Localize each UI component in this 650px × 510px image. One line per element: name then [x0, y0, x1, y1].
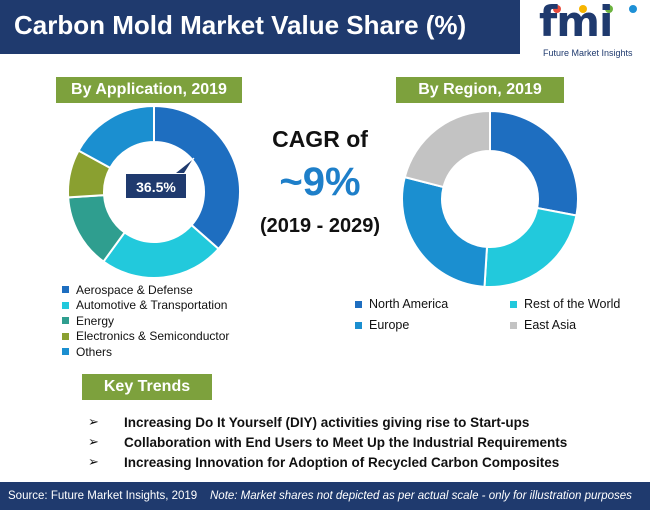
- footer-source: Source: Future Market Insights, 2019: [8, 490, 198, 502]
- legend-swatch: [62, 332, 69, 340]
- legend-swatch: [62, 286, 69, 294]
- legend-swatch: [355, 321, 362, 329]
- legend-item-europe: Europe: [355, 317, 409, 333]
- legend-swatch: [62, 348, 69, 356]
- trend-text: Increasing Do It Yourself (DIY) activiti…: [124, 414, 530, 430]
- legend-item-aerospace: Aerospace & Defense: [62, 282, 229, 298]
- application-section-title: By Application, 2019: [56, 77, 242, 103]
- legend-swatch: [62, 317, 69, 325]
- legend-label: North America: [369, 297, 449, 311]
- legend-swatch: [62, 301, 69, 309]
- legend-swatch: [510, 321, 517, 329]
- page-title: Carbon Mold Market Value Share (%): [14, 10, 467, 40]
- key-trends-title: Key Trends: [82, 374, 212, 400]
- donut-slice-rest-of-world: [483, 206, 578, 288]
- region-donut-chart: [401, 109, 579, 288]
- logo-wordmark: fmi: [539, 0, 613, 46]
- application-donut-chart: [67, 104, 241, 279]
- logo-dot: [605, 5, 613, 13]
- legend-item-east-asia: East Asia: [510, 317, 576, 333]
- footer-note: Note: Market shares not depicted as per …: [210, 490, 632, 502]
- arrow-bullet-icon: ➢: [88, 414, 99, 429]
- logo-dot: [553, 5, 561, 13]
- arrow-bullet-icon: ➢: [88, 434, 99, 449]
- logo-dots: [549, 5, 639, 15]
- arrow-bullet-icon: ➢: [88, 454, 99, 469]
- application-legend: Aerospace & Defense Automotive & Transpo…: [62, 282, 229, 360]
- legend-item-energy: Energy: [62, 313, 229, 329]
- aerospace-share-callout: 36.5%: [125, 173, 187, 199]
- legend-label: Aerospace & Defense: [76, 282, 193, 297]
- header-bar: Carbon Mold Market Value Share (%): [0, 0, 520, 54]
- key-trends-list: ➢ Increasing Do It Yourself (DIY) activit…: [88, 412, 567, 472]
- legend-swatch: [355, 300, 362, 308]
- cagr-value: ~9%: [279, 160, 361, 204]
- trend-item: ➢ Increasing Innovation for Adoption of R…: [88, 452, 567, 472]
- legend-swatch: [510, 300, 517, 308]
- legend-label: Europe: [369, 318, 410, 332]
- donut-slice-north-america: [489, 109, 579, 217]
- legend-label: Electronics & Semiconductor: [76, 329, 230, 344]
- logo-dot: [579, 5, 587, 13]
- trend-text: Collaboration with End Users to Meet Up …: [124, 434, 568, 450]
- legend-item-others: Others: [62, 344, 229, 360]
- donut-slice-aerospace: [153, 104, 241, 251]
- cagr-period: (2019 - 2029): [259, 215, 381, 237]
- legend-label: Energy: [76, 313, 115, 328]
- footer: Source: Future Market Insights, 2019 Not…: [0, 482, 650, 510]
- donut-slice-others: [77, 104, 155, 170]
- legend-label: East Asia: [524, 318, 577, 332]
- legend-item-rest-of-world: Rest of the World: [510, 296, 620, 312]
- logo-dot: [629, 5, 637, 13]
- legend-label: Others: [76, 344, 113, 359]
- legend-label: Rest of the World: [524, 297, 621, 311]
- trend-item: ➢ Collaboration with End Users to Meet Up…: [88, 432, 567, 452]
- donut-slice-europe: [401, 175, 489, 288]
- donut-slice-east-asia: [403, 109, 491, 189]
- fmi-logo: fmi Future Market Insights: [537, 0, 645, 65]
- legend-label: Automotive & Transportation: [76, 298, 228, 313]
- legend-item-electronics: Electronics & Semiconductor: [62, 329, 229, 345]
- trend-text: Increasing Innovation for Adoption of Re…: [124, 454, 560, 470]
- legend-item-north-america: North America: [355, 296, 448, 312]
- legend-item-automotive: Automotive & Transportation: [62, 298, 229, 314]
- region-section-title: By Region, 2019: [396, 77, 564, 103]
- logo-subtitle: Future Market Insights: [543, 48, 633, 58]
- trend-item: ➢ Increasing Do It Yourself (DIY) activit…: [88, 412, 567, 432]
- cagr-label: CAGR of: [272, 126, 368, 152]
